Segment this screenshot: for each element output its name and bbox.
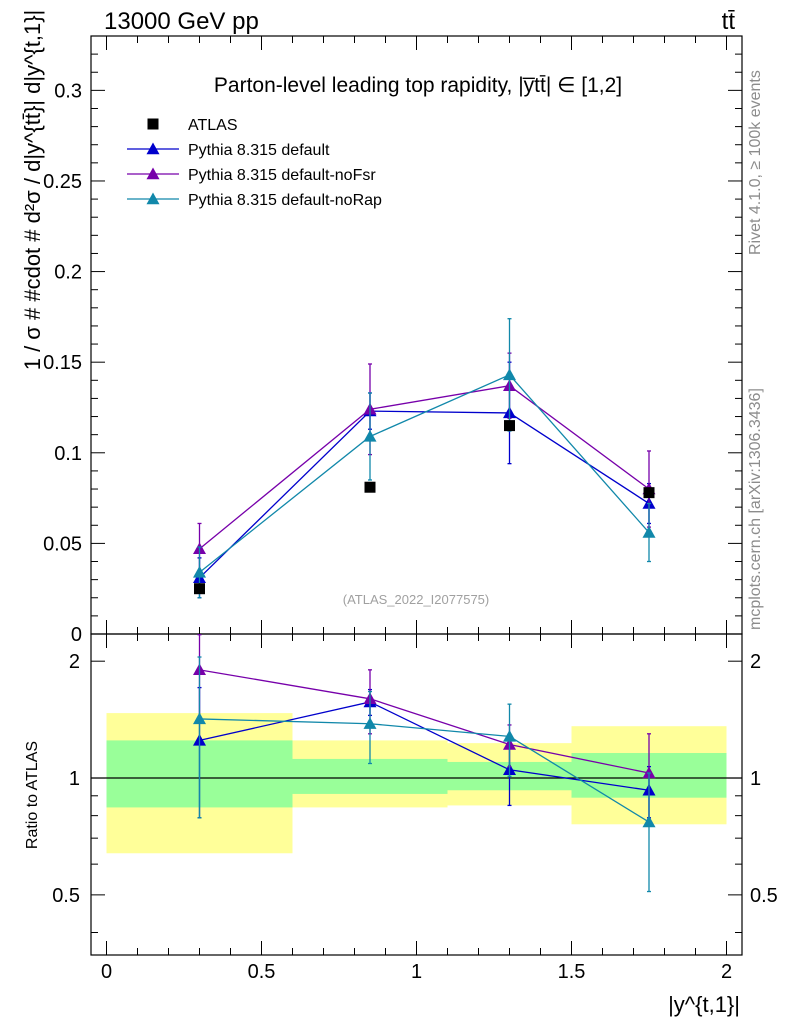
series-line [199,410,650,579]
analysis-id: (ATLAS_2022_I2077575) [343,592,489,607]
ratio-y-tick-label-right: 0.5 [750,885,778,907]
legend-marker [146,192,160,205]
series-point [503,368,516,381]
x-tick-label: 0 [101,961,112,983]
data-point [504,420,515,432]
y-axis-label: 1 / σ # #cdot # d²σ / d|y^{tt̄}| d|y^{t,… [20,10,45,371]
main-panel: 0 0.05 0.1 0.15 0.2 0.25 0.3 Parton-level lead… [43,35,743,646]
ratio-y-tick-label: 1 [69,768,80,790]
ratio-y-axis-label: Ratio to ATLAS [24,741,41,849]
x-axis-label: |y^{t,1}| [668,992,740,1017]
ratio-point [193,712,206,725]
ratio-point [642,815,656,828]
x-tick-label: 0.5 [248,961,276,983]
data-point [643,487,655,499]
legend-label: Pythia 8.315 default [188,142,330,159]
rivet-label: Rivet 4.1.0, ≥ 100k events [747,70,764,255]
ratio-band-inner [292,758,448,794]
x-tick-label: 2 [721,961,732,983]
mcplots-label: mcplots.cern.ch [arXiv:1306.3436] [747,388,764,630]
legend-label: Pythia 8.315 default-noRap [188,192,382,209]
ratio-point [363,717,377,729]
ratio-y-tick-label-right: 2 [750,651,761,673]
ratio-y-tick-label: 0.5 [52,885,80,907]
legend: ATLAS Pythia 8.315 default Pythia 8.315 de… [127,117,382,209]
series-line [199,374,650,573]
data-point [194,583,205,595]
legend-marker-atlas [147,118,159,130]
ratio-series-line [199,669,650,774]
ratio-point [503,729,516,742]
process-label: tt̄ [722,8,736,35]
y-tick-label: 0 [71,624,82,646]
x-tick-label: 1 [411,961,422,983]
y-tick-label: 0.05 [43,533,82,555]
data-point [364,481,376,493]
y-tick-label: 0.1 [54,443,82,465]
legend-marker [146,167,160,180]
ratio-panel: 0 0.5 1 1.5 2 0.5 0.5 1 1 2 2 [52,633,778,983]
legend-label-atlas: ATLAS [188,117,238,134]
ratio-series-line [199,718,650,823]
y-tick-label: 0.15 [43,352,82,374]
chart-title: Parton-level leading top rapidity, |y̅tt… [214,74,622,97]
series-point [642,526,656,538]
energy-label: 13000 GeV pp [104,8,259,35]
legend-marker [146,142,160,155]
series-point [363,429,377,442]
ratio-y-tick-label: 2 [69,651,80,673]
x-tick-label: 1.5 [558,961,586,983]
y-tick-label: 0.3 [54,80,82,102]
y-tick-label: 0.25 [43,171,82,193]
series-point [193,565,206,578]
series-line [199,385,650,550]
y-tick-label: 0.2 [54,262,82,284]
legend-label: Pythia 8.315 default-noFsr [188,167,376,184]
ratio-y-tick-label-right: 1 [750,768,761,790]
